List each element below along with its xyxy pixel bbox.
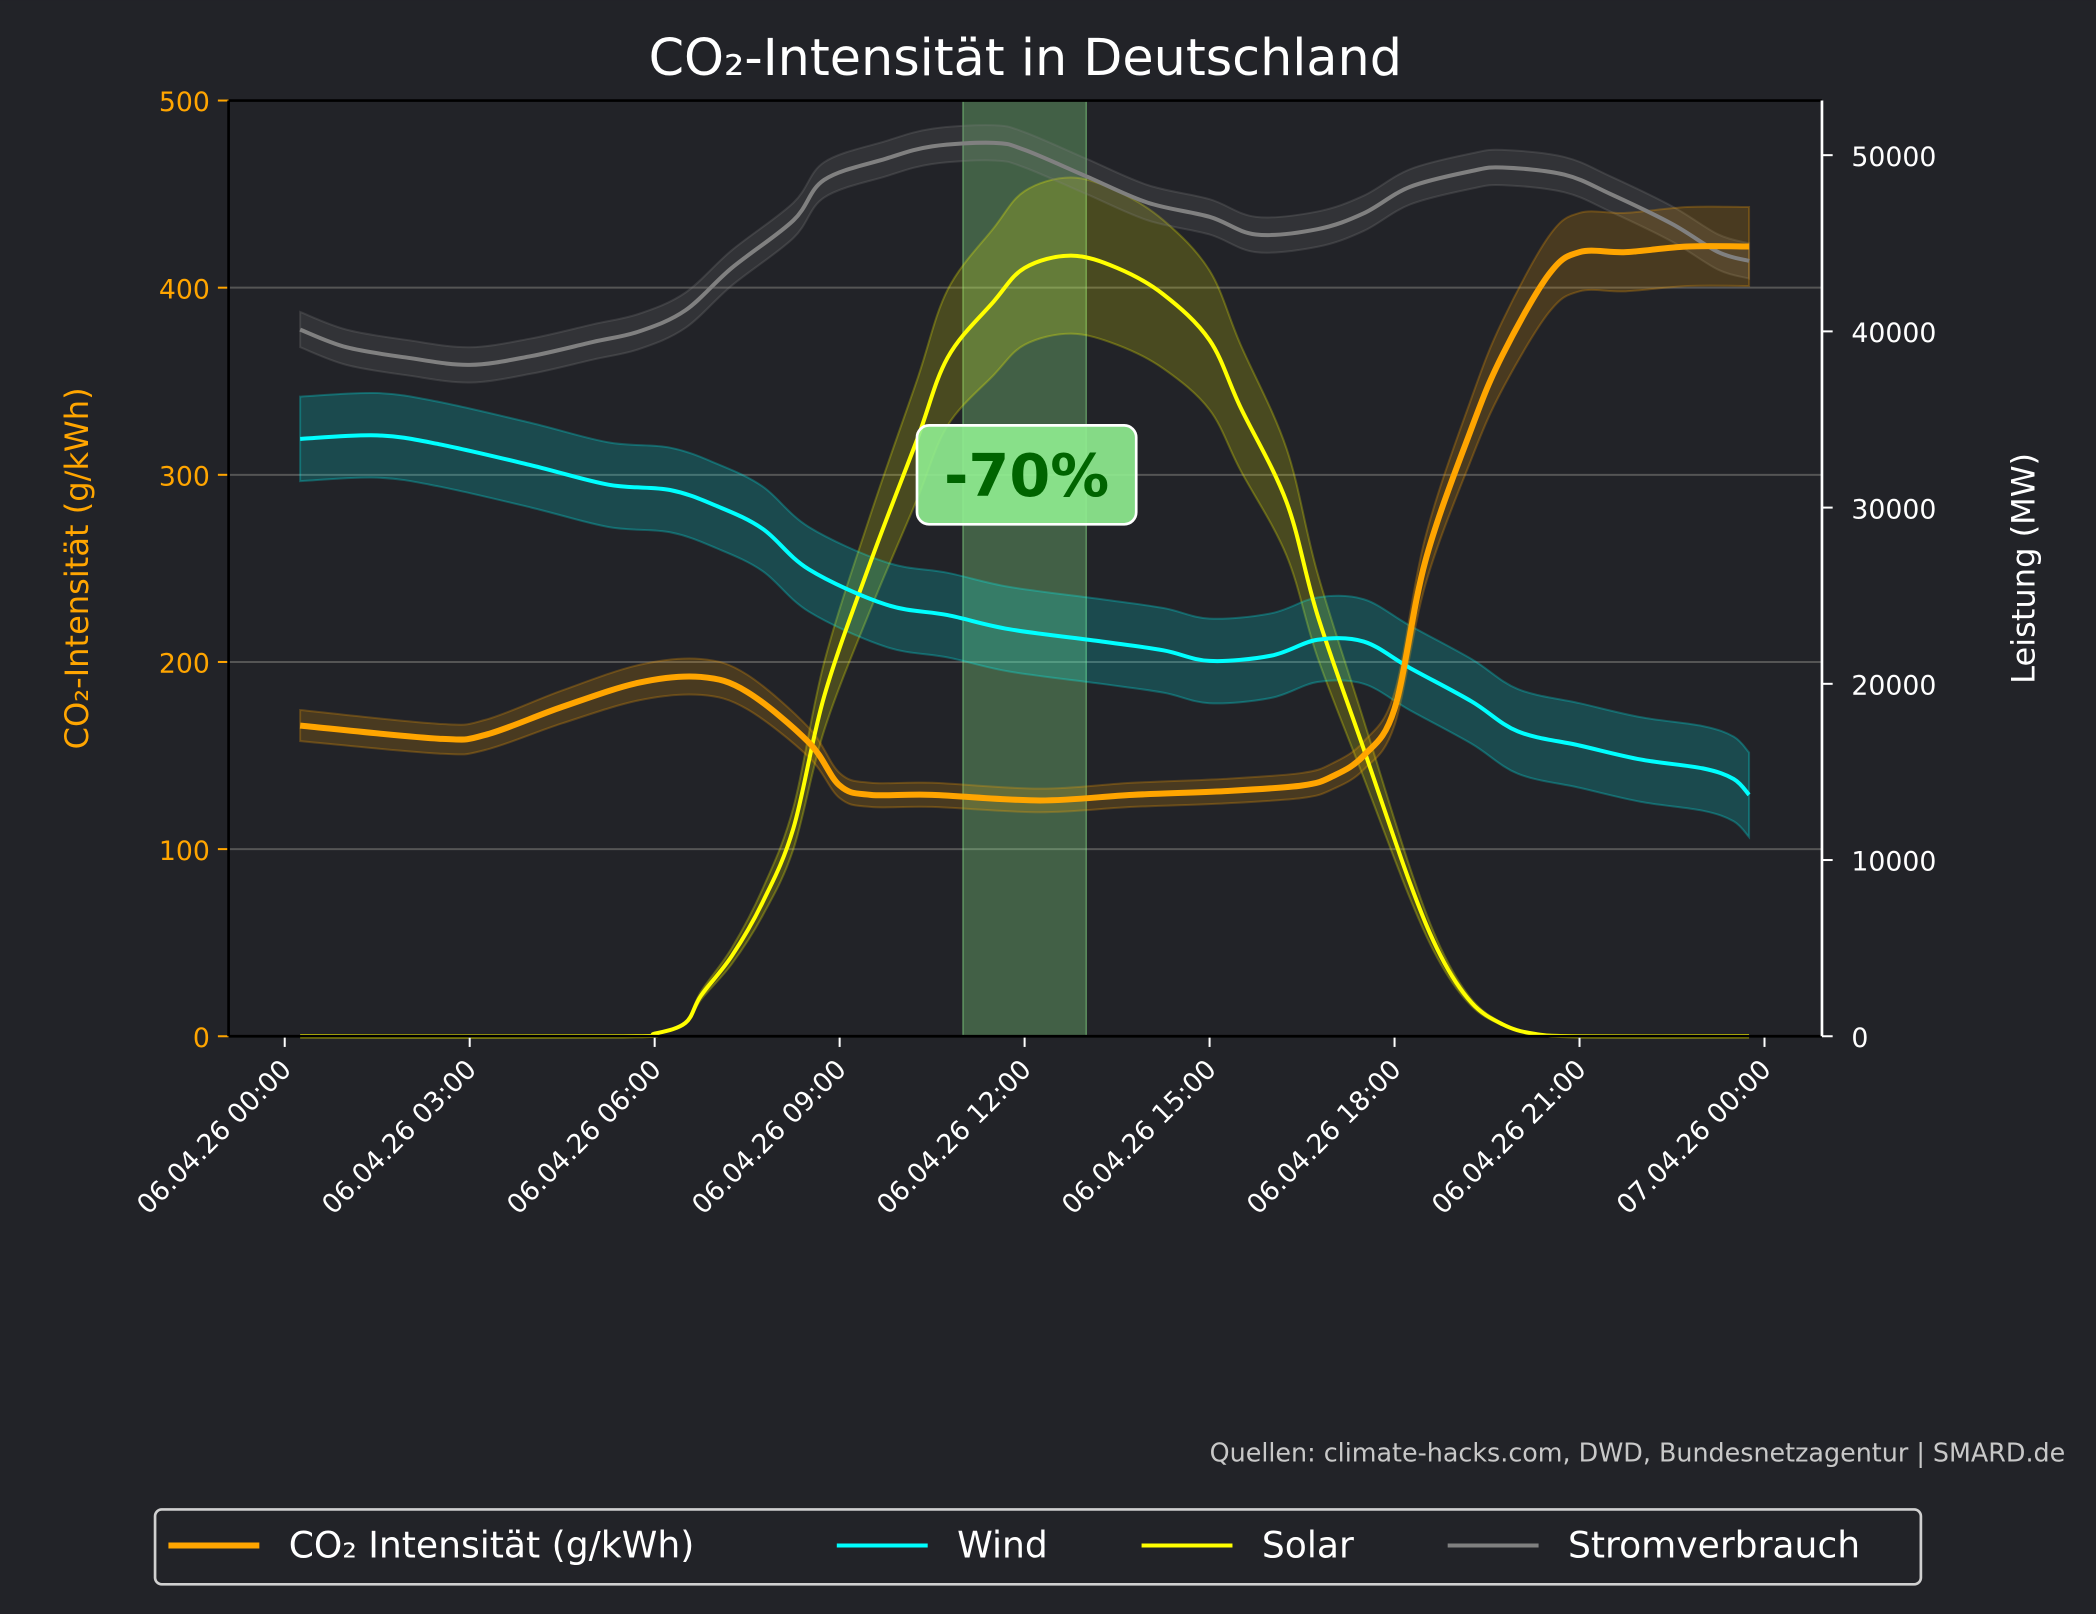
plot-area [228,100,1822,1037]
legend-label: Solar [1262,1525,1354,1567]
y-axis-right-label: Leistung (MW) [2005,453,2043,684]
y-axis-left-label: CO₂-Intensität (g/kWh) [58,387,96,749]
grid-lines [228,100,1822,1037]
y-left-tick-label: 100 [159,836,210,867]
line-stromverbrauch [299,140,1750,367]
y-right-tick-label: 20000 [1851,671,1936,702]
y-right-tick-label: 0 [1851,1023,1868,1054]
y-right-tick-label: 10000 [1851,847,1936,878]
y-left-tick-label: 200 [159,649,210,680]
line-co-intensit-t-g-kwh [299,243,1750,804]
chart-title: CO₂-Intensität in Deutschland [649,28,1402,87]
y-right-tick-label: 40000 [1851,318,1936,349]
y-left-tick-label: 0 [193,1023,210,1054]
y-left-tick-label: 500 [159,87,210,118]
y-left-tick-label: 300 [159,462,210,493]
band-co-intensit-t-g-kwh [299,205,1751,814]
legend-frame [153,1508,1923,1586]
legend-label: Wind [957,1525,1048,1567]
annotation-box [915,424,1138,526]
annotation-text: -70% [944,441,1109,510]
band-stromverbrauch [299,124,1751,384]
line-wind [300,433,1751,797]
band-wind [299,391,1751,840]
legend-label: Stromverbrauch [1568,1525,1860,1567]
line-solar [300,253,1750,1039]
source-note: Quellen: climate-hacks.com, DWD, Bundesn… [1210,1437,2066,1467]
legend: CO₂ Intensität (g/kWh) Wind Solar Stromverb… [153,1508,1923,1586]
y-right-tick-label: 50000 [1851,142,1936,173]
legend-label: CO₂ Intensität (g/kWh) [289,1525,695,1567]
y-left-tick-label: 400 [159,274,210,305]
annotation: -70% [915,424,1138,526]
series-lines [299,140,1751,1039]
y-right-tick-label: 30000 [1851,494,1936,525]
